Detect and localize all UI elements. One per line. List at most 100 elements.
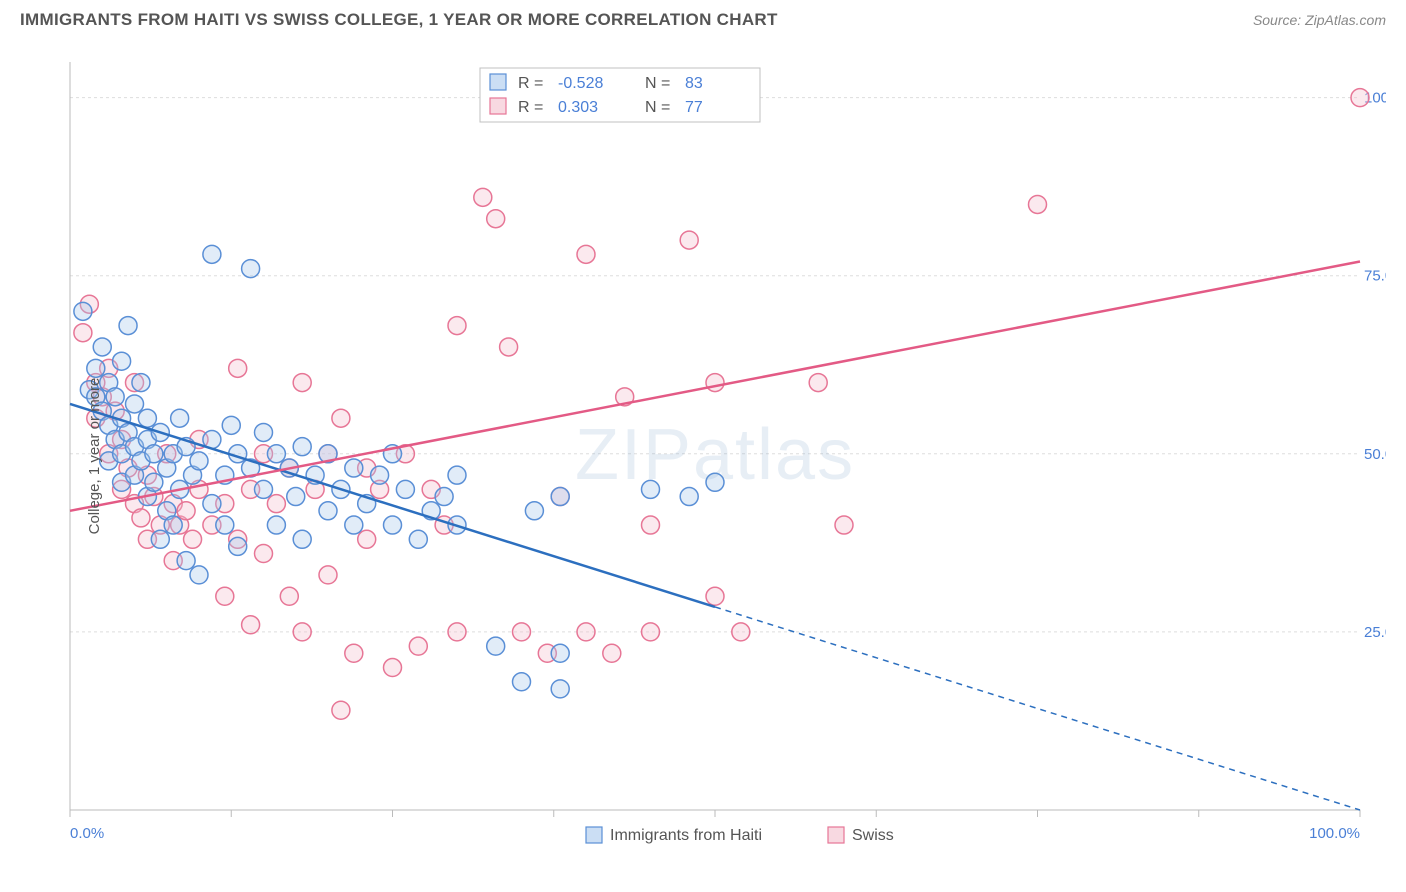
y-tick-label: 25.0% [1364, 624, 1386, 641]
data-point-swiss [345, 644, 363, 662]
data-point-haiti [642, 480, 660, 498]
data-point-haiti [132, 374, 150, 392]
data-point-haiti [74, 302, 92, 320]
data-point-haiti [551, 680, 569, 698]
data-point-haiti [145, 473, 163, 491]
y-tick-label: 50.0% [1364, 446, 1386, 463]
chart-title: IMMIGRANTS FROM HAITI VS SWISS COLLEGE, … [20, 10, 778, 30]
data-point-swiss [132, 509, 150, 527]
data-point-swiss [577, 245, 595, 263]
data-point-haiti [190, 566, 208, 584]
chart-container: College, 1 year or more 25.0%50.0%75.0%1… [20, 40, 1386, 872]
trend-line-haiti-dashed [715, 607, 1360, 810]
data-point-haiti [164, 516, 182, 534]
data-point-swiss [603, 644, 621, 662]
data-point-swiss [487, 210, 505, 228]
data-point-haiti [371, 466, 389, 484]
data-point-swiss [267, 495, 285, 513]
data-point-swiss [513, 623, 531, 641]
data-point-swiss [577, 623, 595, 641]
legend-n-label: N = [645, 75, 670, 92]
data-point-swiss [706, 374, 724, 392]
data-point-haiti [229, 537, 247, 555]
data-point-haiti [435, 488, 453, 506]
data-point-swiss [409, 637, 427, 655]
data-point-haiti [513, 673, 531, 691]
data-point-swiss [732, 623, 750, 641]
data-point-haiti [293, 530, 311, 548]
legend-swatch-haiti [490, 74, 506, 90]
data-point-haiti [242, 260, 260, 278]
scatter-chart: 25.0%50.0%75.0%100.0%0.0%100.0%R =-0.528… [20, 40, 1386, 872]
data-point-haiti [255, 480, 273, 498]
data-point-haiti [267, 516, 285, 534]
data-point-swiss [293, 623, 311, 641]
y-axis-label: College, 1 year or more [86, 378, 103, 535]
x-axis-left-label: 0.0% [70, 825, 104, 842]
data-point-swiss [229, 359, 247, 377]
data-point-haiti [126, 395, 144, 413]
data-point-swiss [500, 338, 518, 356]
data-point-haiti [448, 466, 466, 484]
data-point-haiti [525, 502, 543, 520]
data-point-haiti [487, 637, 505, 655]
data-point-swiss [1029, 195, 1047, 213]
data-point-haiti [680, 488, 698, 506]
data-point-swiss [332, 701, 350, 719]
legend-n-value-haiti: 83 [685, 75, 703, 92]
x-axis-right-label: 100.0% [1309, 825, 1360, 842]
data-point-haiti [345, 459, 363, 477]
legend-bottom-label-haiti: Immigrants from Haiti [610, 827, 762, 844]
data-point-haiti [409, 530, 427, 548]
data-point-swiss [835, 516, 853, 534]
data-point-swiss [706, 587, 724, 605]
data-point-haiti [222, 416, 240, 434]
data-point-swiss [242, 616, 260, 634]
data-point-swiss [642, 516, 660, 534]
data-point-swiss [255, 545, 273, 563]
data-point-haiti [203, 495, 221, 513]
legend-bottom-swatch-haiti [586, 827, 602, 843]
data-point-swiss [642, 623, 660, 641]
data-point-haiti [177, 552, 195, 570]
data-point-swiss [280, 587, 298, 605]
data-point-swiss [680, 231, 698, 249]
data-point-haiti [551, 488, 569, 506]
legend-swatch-swiss [490, 98, 506, 114]
data-point-swiss [384, 659, 402, 677]
data-point-haiti [203, 245, 221, 263]
data-point-haiti [106, 388, 124, 406]
legend-bottom-swatch-swiss [828, 827, 844, 843]
data-point-haiti [706, 473, 724, 491]
data-point-swiss [332, 409, 350, 427]
data-point-swiss [184, 530, 202, 548]
legend-r-value-haiti: -0.528 [558, 75, 603, 92]
data-point-haiti [293, 438, 311, 456]
data-point-haiti [267, 445, 285, 463]
data-point-swiss [474, 188, 492, 206]
data-point-swiss [809, 374, 827, 392]
data-point-swiss [74, 324, 92, 342]
data-point-haiti [93, 338, 111, 356]
source-label: Source: ZipAtlas.com [1253, 12, 1386, 28]
data-point-haiti [345, 516, 363, 534]
data-point-swiss [293, 374, 311, 392]
data-point-swiss [1351, 89, 1369, 107]
data-point-haiti [145, 445, 163, 463]
data-point-haiti [396, 480, 414, 498]
data-point-swiss [448, 317, 466, 335]
y-tick-label: 75.0% [1364, 268, 1386, 285]
legend-r-value-swiss: 0.303 [558, 99, 598, 116]
legend-r-label: R = [518, 75, 543, 92]
data-point-haiti [216, 516, 234, 534]
legend-n-value-swiss: 77 [685, 99, 703, 116]
data-point-haiti [319, 502, 337, 520]
data-point-haiti [87, 359, 105, 377]
data-point-haiti [138, 409, 156, 427]
data-point-swiss [358, 530, 376, 548]
data-point-haiti [113, 352, 131, 370]
data-point-haiti [551, 644, 569, 662]
legend-n-label: N = [645, 99, 670, 116]
data-point-swiss [216, 587, 234, 605]
data-point-swiss [177, 502, 195, 520]
